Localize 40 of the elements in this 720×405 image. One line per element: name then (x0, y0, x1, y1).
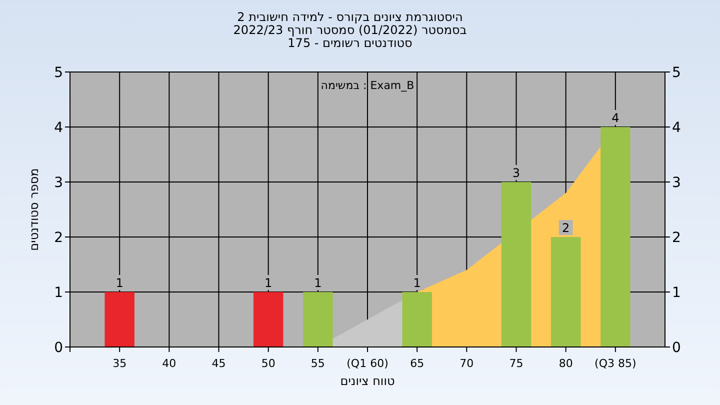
y-tick-label: 5 (54, 65, 63, 81)
x-tick-label: (Q3 85) (594, 357, 636, 370)
x-tick-label: 40 (162, 357, 176, 370)
data-label: 2 (562, 221, 570, 235)
data-label: 3 (512, 166, 520, 180)
x-tick-label: (Q1 60) (346, 357, 388, 370)
y2-tick-label: 3 (672, 175, 681, 191)
chart-title: היסטוגרמת ציונים בקורס - למידה חישובית 2 (237, 10, 463, 24)
bar (501, 182, 532, 347)
y2-tick-label: 1 (672, 285, 681, 301)
x-tick-label: 75 (509, 357, 524, 370)
y2-tick-label: 4 (672, 120, 681, 136)
y2-tick-label: 0 (672, 340, 681, 356)
bar (253, 292, 284, 347)
bar (550, 237, 581, 347)
y2-tick-label: 2 (672, 230, 681, 246)
x-tick-label: 35 (112, 357, 127, 370)
x-axis-title: טווח ציונים (340, 374, 395, 388)
data-label: 1 (116, 276, 124, 290)
x-tick-label: 70 (460, 357, 474, 370)
y-tick-label: 3 (54, 175, 63, 191)
data-label: 4 (612, 111, 620, 125)
x-tick-label: 65 (410, 357, 424, 370)
y-tick-label: 1 (54, 285, 63, 301)
x-tick-label: 50 (261, 357, 276, 370)
y-axis-title: מספר סטודנטים (27, 168, 41, 251)
annotation: במשימה : Exam_B (320, 79, 414, 92)
y2-tick-label: 5 (672, 65, 681, 81)
x-tick-label: 45 (212, 357, 226, 370)
y-tick-label: 0 (54, 340, 63, 356)
chart-subtitle: בסמסטר (01/2022) סמסטר חורף 2022/23 סטודנטים רשומים - 175 (233, 23, 467, 50)
x-tick-label: 55 (310, 357, 325, 370)
bar (104, 292, 134, 347)
y-tick-label: 2 (54, 230, 63, 246)
data-label: 1 (413, 276, 421, 290)
x-tick-label: 80 (558, 357, 573, 370)
data-label: 1 (264, 276, 272, 290)
y-tick-label: 4 (54, 120, 64, 136)
bar (600, 127, 630, 347)
data-label: 1 (314, 276, 322, 290)
